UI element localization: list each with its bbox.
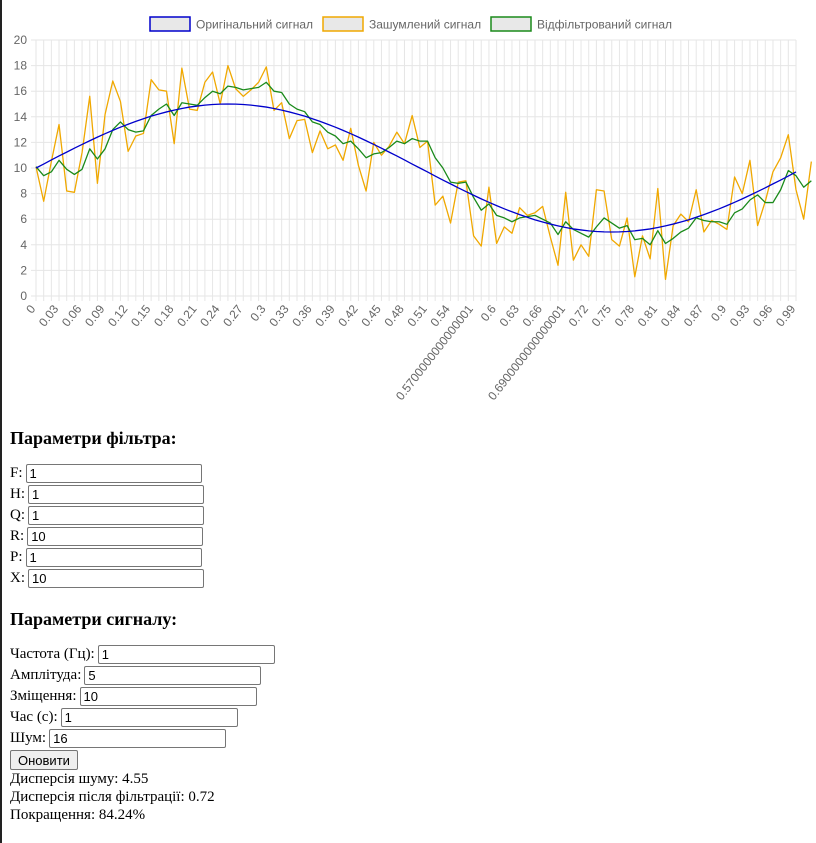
x-tick-label: 0.99 [773,302,799,329]
legend-label: Оригінальний сигнал [196,18,313,32]
series-line-1 [36,66,811,280]
x-tick-label: 0.03 [36,302,62,329]
y-tick-label: 14 [14,110,28,124]
y-tick-label: 4 [20,238,27,252]
signal-field-offset: Зміщення: [10,686,800,707]
signal-label-amplitude: Амплітуда: [10,665,81,686]
filter-label-r: R: [10,526,24,547]
filter-input-f[interactable] [26,464,202,483]
filter-label-f: F: [10,463,23,484]
x-tick-label: 0.81 [635,302,661,329]
filter-input-x[interactable] [28,569,204,588]
controls-panel: Параметри фільтра: F: H: Q: R: P: X: Пар… [10,428,800,824]
signal-input-time[interactable] [61,708,238,727]
y-tick-label: 6 [20,212,27,226]
x-tick-label: 0.48 [381,302,407,329]
filter-label-p: P: [10,547,23,568]
legend-swatch [150,17,190,31]
legend-label: Зашумлений сигнал [369,18,481,32]
filter-field-x: X: [10,568,800,589]
filter-field-f: F: [10,463,800,484]
legend-item-1: Зашумлений сигнал [323,17,481,32]
x-tick-label: 0.21 [174,302,200,329]
x-tick-label: 0.36 [289,302,315,329]
x-tick-label: 0.78 [612,302,638,329]
signal-label-offset: Зміщення: [10,686,77,707]
filter-field-p: P: [10,547,800,568]
x-tick-label: 0.06 [59,302,85,329]
x-tick-label: 0.87 [681,302,707,329]
legend-label: Відфільтрований сигнал [537,18,672,32]
signal-input-offset[interactable] [80,687,257,706]
signal-params-title: Параметри сигналу: [10,609,800,630]
noise-variance-text: Дисперсія шуму: 4.55 [10,770,800,788]
y-tick-label: 2 [20,263,27,277]
filter-input-p[interactable] [26,548,202,567]
x-tick-label: 0.18 [151,302,177,329]
x-tick-label: 0.51 [404,302,430,329]
filter-label-h: H: [10,484,25,505]
x-tick-label: 0.42 [335,302,361,329]
signal-field-noise: Шум: [10,728,800,749]
x-tick-label: 0.27 [220,302,246,329]
legend-swatch [323,17,363,31]
y-tick-label: 18 [14,59,28,73]
signal-label-noise: Шум: [10,728,46,749]
x-tick-label: 0.63 [497,302,523,329]
filter-input-q[interactable] [28,506,204,525]
y-tick-label: 8 [20,187,27,201]
signal-input-frequency[interactable] [98,645,275,664]
filter-input-h[interactable] [28,485,204,504]
x-tick-label: 0.93 [727,302,753,329]
filter-field-h: H: [10,484,800,505]
x-tick-label: 0.12 [105,302,131,329]
filter-input-r[interactable] [27,527,203,546]
x-tick-label: 0.39 [312,302,338,329]
x-tick-label: 0.96 [750,302,776,329]
signal-field-amplitude: Амплітуда: [10,665,800,686]
stats-block: Дисперсія шуму: 4.55 Дисперсія після філ… [10,770,800,824]
y-tick-label: 12 [14,135,28,149]
update-button[interactable]: Оновити [10,750,78,770]
x-tick-label: 0.75 [589,302,615,329]
filter-field-q: Q: [10,505,800,526]
y-tick-label: 20 [14,33,28,47]
x-tick-label: 0.84 [658,302,684,329]
filter-fields: F: H: Q: R: P: X: [10,463,800,589]
signal-chart: 0246810121416182000.030.060.090.120.150.… [2,0,816,420]
signal-field-time: Час (с): [10,707,800,728]
y-tick-label: 0 [20,289,27,303]
signal-input-noise[interactable] [49,729,226,748]
y-tick-label: 10 [14,161,28,175]
signal-input-amplitude[interactable] [84,666,261,685]
x-tick-label: 0.72 [566,302,592,329]
legend-item-0: Оригінальний сигнал [150,17,313,32]
signal-field-frequency: Частота (Гц): [10,644,800,665]
x-tick-label: 0.45 [358,302,384,329]
legend-item-2: Відфільтрований сигнал [491,17,672,32]
filter-params-title: Параметри фільтра: [10,428,800,449]
filter-label-x: X: [10,568,25,589]
x-tick-label: 0.24 [197,302,223,329]
legend-swatch [491,17,531,31]
filter-label-q: Q: [10,505,25,526]
y-tick-label: 16 [14,84,28,98]
x-tick-label: 0 [23,302,38,316]
filter-field-r: R: [10,526,800,547]
series-line-2 [36,82,811,245]
improvement-text: Покращення: 84.24% [10,806,800,824]
x-tick-label: 0.15 [128,302,154,329]
x-tick-label: 0.09 [82,302,108,329]
chart-area: 0 2 4 6 8 10 12 14 16 18 20 0 0.03 0.06 0.09 0.12 0.15 0.… [2,0,816,420]
filtered-variance-text: Дисперсія після фільтрації: 0.72 [10,788,800,806]
signal-fields: Частота (Гц): Амплітуда: Зміщення: Час (… [10,644,800,770]
signal-label-time: Час (с): [10,707,58,728]
x-tick-label: 0.33 [266,302,292,329]
signal-label-frequency: Частота (Гц): [10,644,95,665]
